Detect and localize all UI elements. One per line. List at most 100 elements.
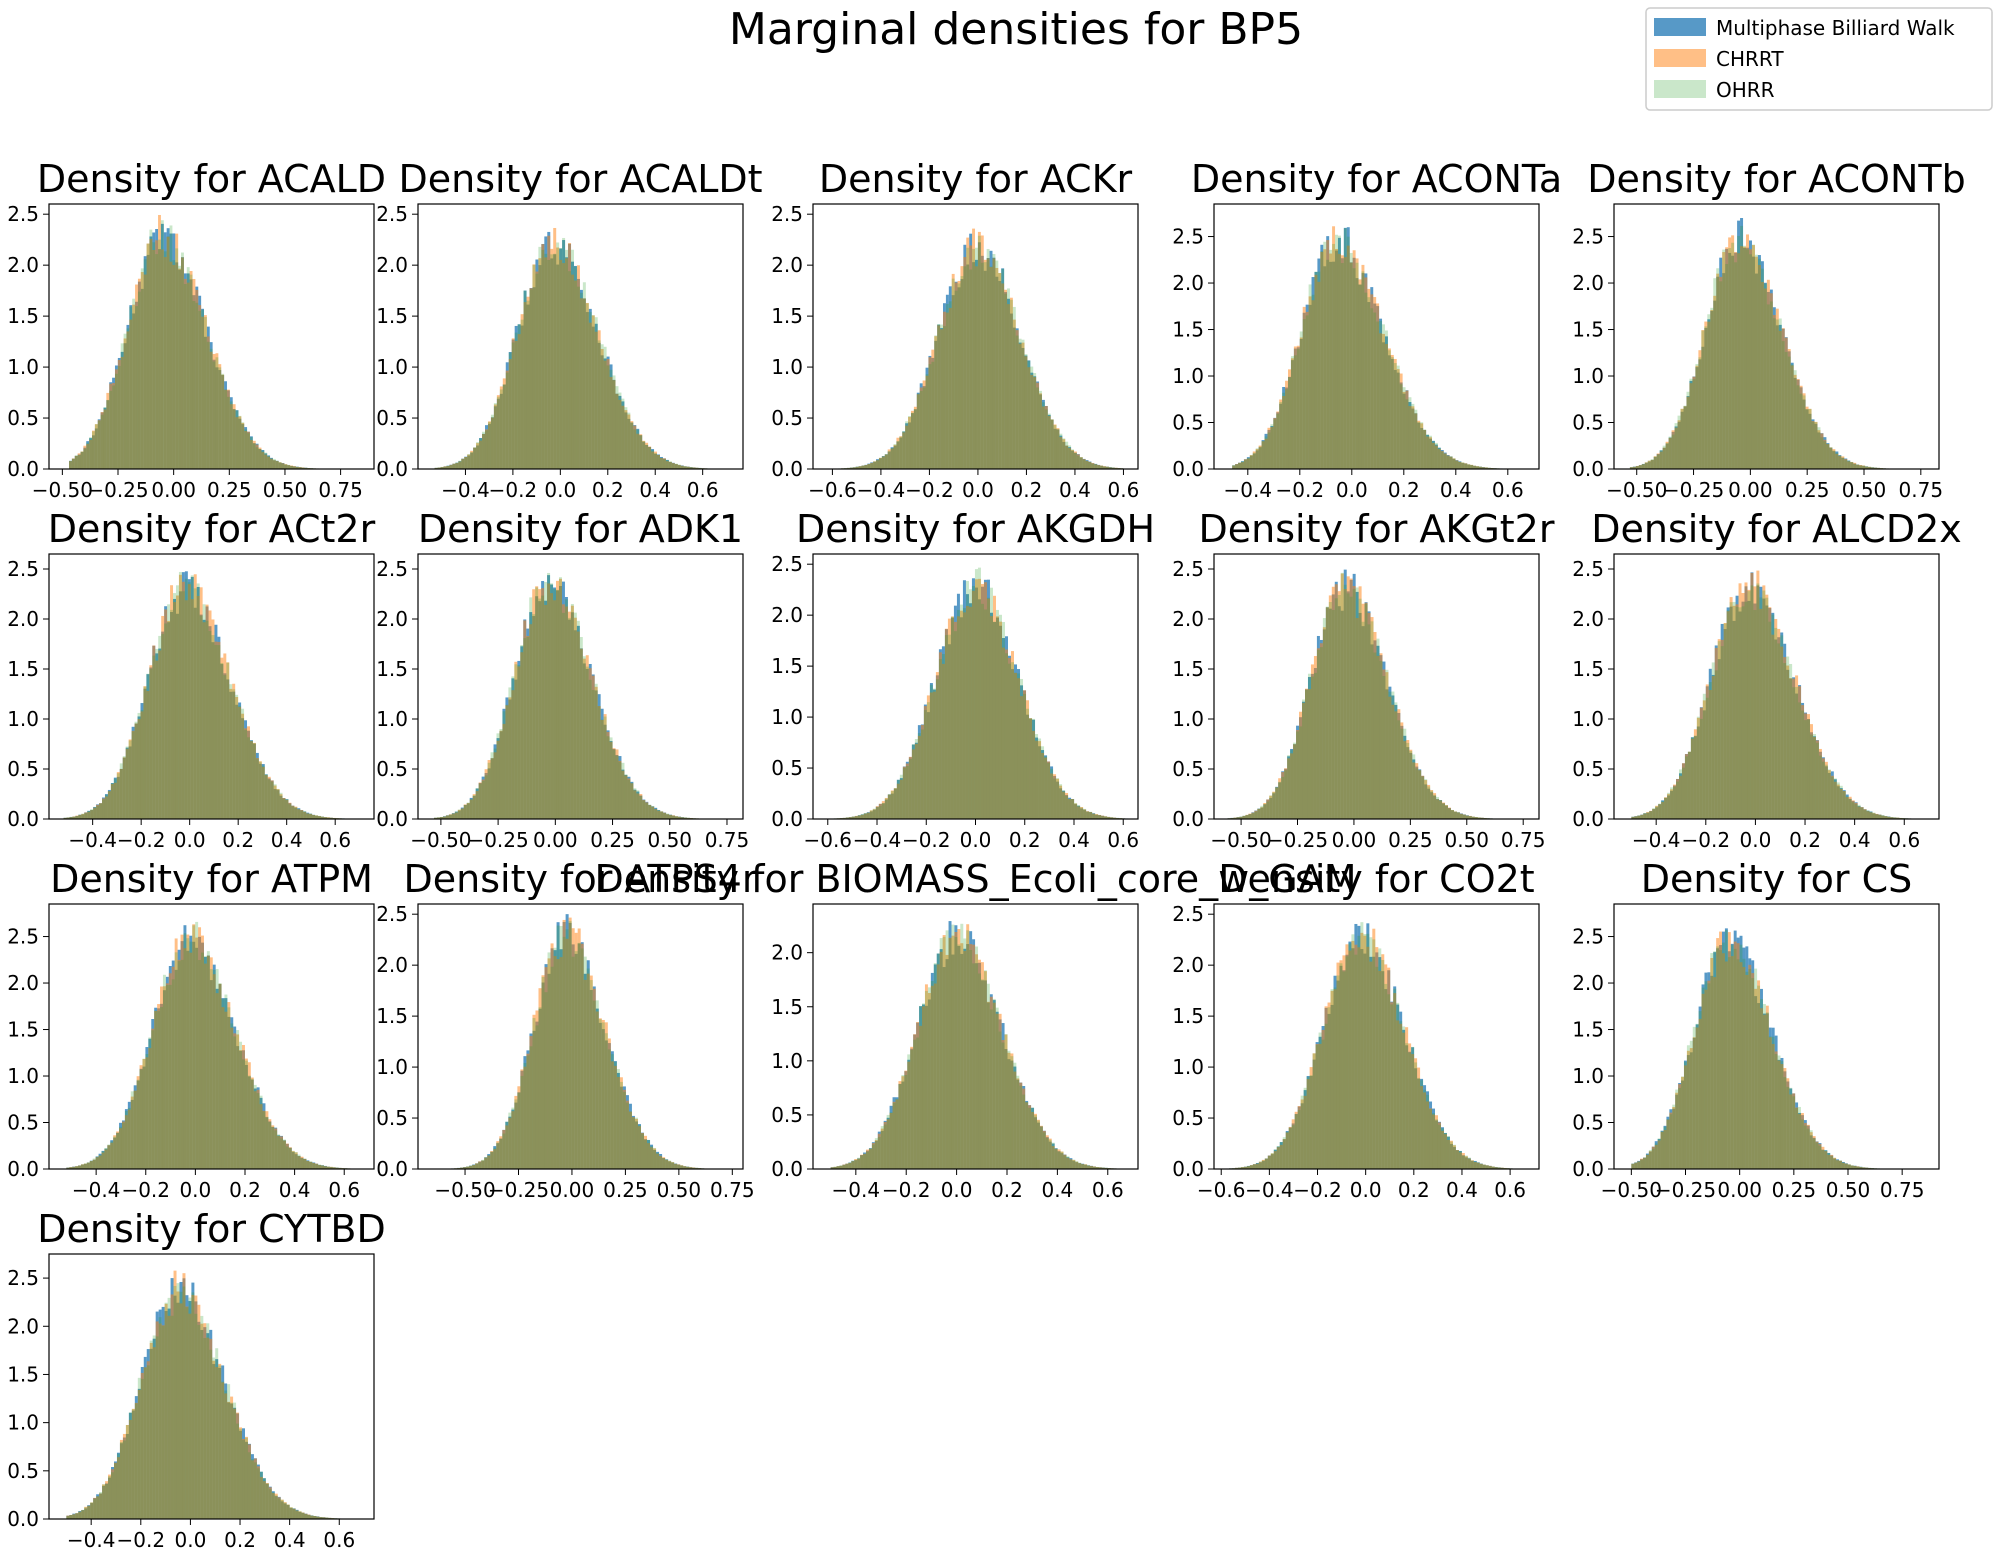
hist-bar-s2: [849, 467, 853, 469]
hist-bar-s2: [860, 814, 864, 819]
hist-bar-s2: [306, 813, 310, 819]
y-tick-label: 0.0: [771, 1157, 803, 1181]
hist-bar-s1: [158, 650, 162, 819]
hist-bar-s1: [1324, 1006, 1328, 1169]
hist-bar-s1: [1670, 789, 1674, 819]
hist-bar-s1: [1443, 453, 1447, 469]
hist-bar-s2: [1041, 746, 1045, 819]
hist-bar-s2: [114, 373, 118, 469]
subplot-13: Density for CO2t−0.6 −0.4 −0.2 0.0 0.2 0.4 0.6…: [1172, 857, 1540, 1202]
hist-bar-s2: [1842, 791, 1846, 819]
hist-bar-s2: [484, 1157, 488, 1169]
hist-bar-s1: [526, 1053, 530, 1169]
hist-bar-s1: [1085, 460, 1089, 469]
hist-bar-s1: [1307, 689, 1311, 819]
hist-bar-s1: [642, 440, 646, 469]
hist-bar-s1: [966, 924, 970, 1169]
hist-bar-s1: [93, 807, 97, 819]
legend-entry-1: CHRRT: [1654, 47, 1784, 71]
x-tick-label: 0.4: [1041, 1178, 1073, 1202]
hist-bar-s2: [1027, 360, 1031, 469]
hist-bar-s2: [606, 365, 610, 469]
hist-bar-s2: [1050, 768, 1054, 819]
hist-bar-s2: [137, 291, 141, 469]
hist-bar-s2: [1258, 446, 1262, 469]
x-tick-label: 0.2: [229, 1178, 261, 1202]
hist-bar-s1: [628, 1111, 632, 1169]
hist-bar-s1: [1373, 297, 1377, 469]
hist-bar-s1: [911, 749, 915, 819]
hist-bar-s1: [1671, 430, 1675, 469]
hist-bar-s1: [139, 1065, 143, 1169]
hist-bar-s2: [120, 343, 124, 469]
hist-bar-s2: [675, 816, 678, 819]
hist-bar-s1: [1750, 572, 1754, 819]
hist-bar-s1: [1013, 1071, 1017, 1169]
hist-bar-s1: [1471, 816, 1475, 819]
hist-bar-s2: [1343, 228, 1347, 469]
hist-bar-s2: [896, 779, 900, 819]
hist-bar-s1: [1821, 758, 1825, 819]
hist-bar-s2: [487, 762, 491, 819]
hist-bar-s2: [881, 803, 885, 819]
y-tick-label: 1.5: [7, 1362, 39, 1386]
hist-bar-s2: [532, 264, 536, 469]
x-tick-label: 0.2: [991, 1178, 1023, 1202]
hist-bar-s1: [472, 1164, 476, 1169]
hist-bar-s1: [1050, 773, 1054, 819]
hist-bar-s1: [169, 261, 173, 469]
hist-bar-s1: [607, 1038, 611, 1169]
hist-bar-s1: [1668, 437, 1672, 469]
hist-bar-s1: [1411, 1054, 1415, 1169]
hist-bar-s2: [313, 1515, 317, 1519]
hist-bar-s1: [78, 1511, 82, 1519]
hist-bar-s1: [113, 1135, 117, 1169]
hist-bar-s1: [998, 621, 1002, 819]
x-tick-label: −0.50: [1210, 828, 1271, 852]
hist-bar-s1: [873, 461, 877, 469]
hist-bar-s1: [1310, 664, 1314, 819]
hist-bar-s1: [1001, 283, 1005, 469]
hist-bar-s1: [487, 760, 491, 819]
hist-bar-s2: [616, 1069, 620, 1169]
hist-bar-s2: [101, 1151, 105, 1169]
hist-bar-s2: [945, 930, 949, 1169]
hist-bar-s2: [930, 981, 934, 1169]
hist-bar-s2: [164, 1302, 168, 1519]
hist-bar-s2: [1021, 339, 1025, 469]
hist-bar-s1: [149, 238, 153, 469]
hist-bar-s1: [1461, 1153, 1465, 1169]
hist-bar-s2: [634, 1117, 638, 1169]
y-tick-label: 0.5: [7, 757, 39, 781]
hist-bar-s1: [956, 616, 960, 819]
hist-bar-s2: [261, 450, 265, 469]
hist-bar-s1: [1071, 799, 1075, 819]
hist-bar-s2: [250, 1078, 254, 1169]
hist-bar-s1: [588, 322, 592, 469]
hist-bar-s1: [94, 424, 98, 469]
hist-bar-s1: [290, 465, 294, 469]
hist-bar-s2: [448, 814, 452, 819]
hist-bar-s1: [1391, 704, 1395, 819]
hist-bar-s1: [1689, 1048, 1693, 1169]
hist-bar-s2: [532, 614, 536, 819]
hist-bar-s2: [1833, 1157, 1837, 1169]
hist-bar-s1: [631, 1117, 635, 1169]
hist-bar-s1: [285, 1143, 289, 1169]
y-tick-label: 0.5: [7, 406, 39, 430]
hist-bar-s1: [215, 993, 219, 1169]
hist-bar-s1: [941, 663, 945, 819]
x-tick-label: 0.6: [1092, 1178, 1124, 1202]
hist-bar-s1: [1113, 817, 1117, 819]
hist-bar-s1: [653, 1148, 657, 1169]
hist-bar-s2: [1461, 462, 1465, 469]
hist-bar-s2: [1676, 781, 1679, 819]
hist-bar-s1: [532, 589, 536, 819]
hist-bar-s2: [1681, 1076, 1684, 1169]
hist-bar-s2: [935, 679, 939, 819]
hist-bar-s2: [134, 721, 138, 819]
hist-bar-s2: [122, 1440, 126, 1519]
hist-bar-s1: [291, 805, 295, 819]
hist-bar-s1: [934, 336, 938, 469]
hist-bar-s1: [1680, 408, 1684, 469]
